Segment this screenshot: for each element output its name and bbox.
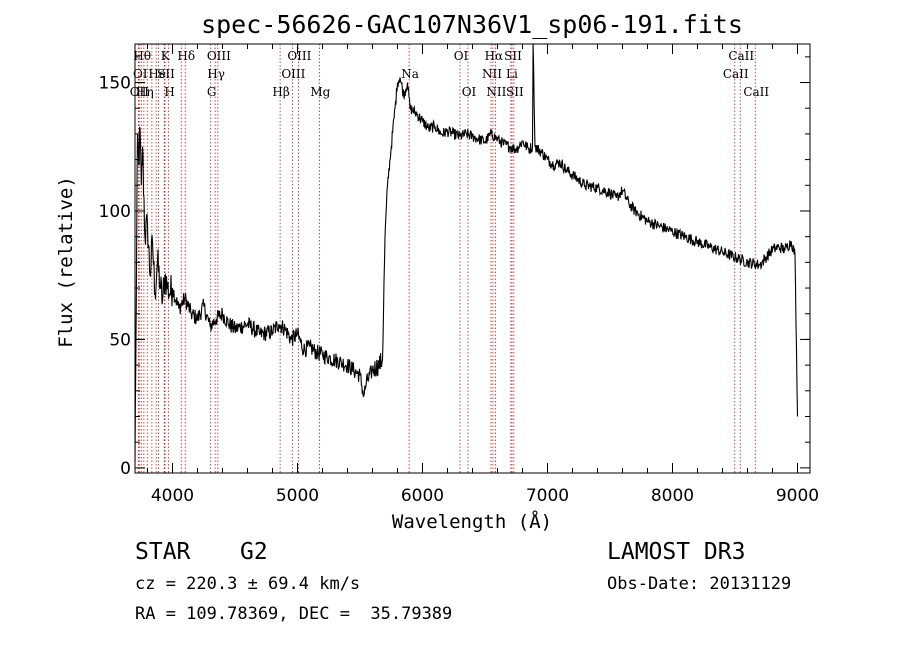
y-axis-label: Flux (relative) xyxy=(55,176,77,348)
line-label: SII xyxy=(157,67,175,81)
line-label: Na xyxy=(401,67,419,81)
line-label: NII xyxy=(482,67,502,81)
line-label: OI xyxy=(133,67,148,81)
line-label: Hα xyxy=(485,49,504,63)
x-tick-label: 5000 xyxy=(276,486,319,506)
line-label: CaII xyxy=(728,49,754,63)
line-label: H xyxy=(164,85,174,99)
line-label: He xyxy=(148,67,166,81)
x-tick-label: 8000 xyxy=(651,486,694,506)
survey-name: LAMOST DR3 xyxy=(607,539,746,565)
object-class: STAR xyxy=(135,539,191,565)
object-subclass: G2 xyxy=(240,539,268,565)
x-tick-label: 4000 xyxy=(151,486,194,506)
redshift-cz: cz = 220.3 ± 69.4 km/s xyxy=(135,574,361,594)
x-tick-label: 7000 xyxy=(526,486,569,506)
line-labels: OIIOIHθHηHeKSIIHHδGHγOIIIHβOIIIOIIIMgNaO… xyxy=(130,49,770,99)
line-label: Hβ xyxy=(272,85,289,99)
line-label: NII xyxy=(486,85,506,99)
line-label: Hδ xyxy=(177,49,195,63)
plot-frame xyxy=(134,43,811,474)
line-label: CaII xyxy=(723,67,749,81)
line-label: SII xyxy=(506,85,524,99)
x-tick-label: 6000 xyxy=(401,486,444,506)
chart-title: spec-56626-GAC107N36V1_sp06-191.fits xyxy=(201,10,743,39)
line-label: OIII xyxy=(281,67,305,81)
x-axis-label: Wavelength (Å) xyxy=(392,510,552,533)
line-label: OIII xyxy=(207,49,231,63)
line-label: K xyxy=(161,49,171,63)
line-label: Hη xyxy=(136,85,154,99)
line-label: OI xyxy=(454,49,469,63)
line-label: OIII xyxy=(287,49,311,63)
x-tick-label: 9000 xyxy=(776,486,819,506)
line-label: Hγ xyxy=(207,67,225,81)
y-tick-label: 100 xyxy=(99,202,131,222)
line-label: OI xyxy=(462,85,477,99)
line-label: CaII xyxy=(743,85,769,99)
y-tick-label: 150 xyxy=(99,74,131,94)
y-tick-label: 0 xyxy=(120,459,131,479)
line-label: G xyxy=(207,85,217,99)
line-label: Li xyxy=(506,67,518,81)
observation-date: Obs-Date: 20131129 xyxy=(607,574,792,594)
line-label: Hθ xyxy=(133,49,151,63)
line-label: SII xyxy=(504,49,522,63)
axis-ticks: 4000 5000 6000 7000 8000 9000 0 50 100 150 xyxy=(99,44,819,506)
spectrum-series xyxy=(134,43,799,463)
coordinates: RA = 109.78369, DEC = 35.79389 xyxy=(135,604,453,624)
line-markers xyxy=(137,44,756,473)
y-tick-label: 50 xyxy=(109,330,131,350)
line-label: Mg xyxy=(310,85,330,99)
